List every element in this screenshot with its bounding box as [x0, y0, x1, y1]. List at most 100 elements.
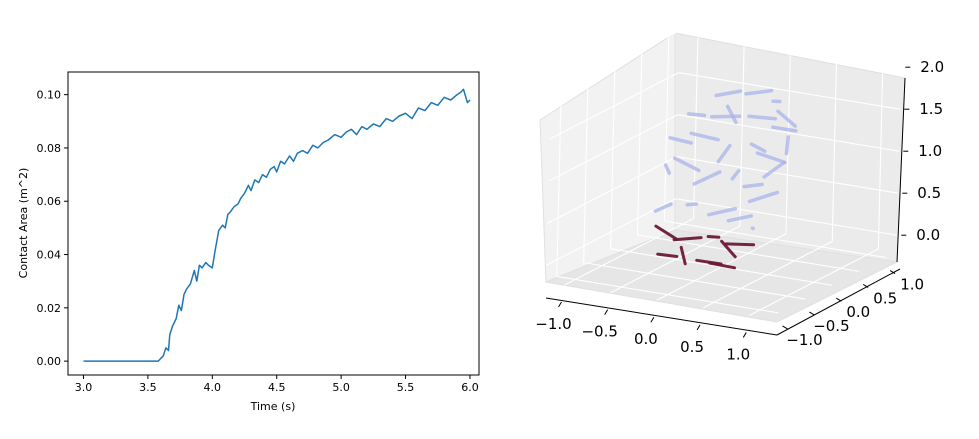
z3d-tick-label: 2.0 — [920, 58, 944, 76]
x-tick-label: 3.5 — [139, 381, 157, 394]
x3d-tick-label: 0.0 — [634, 330, 658, 348]
rod-marker — [706, 235, 721, 239]
x-tick-label: 4.5 — [268, 381, 286, 394]
y-tick-label: 0.02 — [37, 302, 62, 315]
rod-marker — [749, 142, 767, 153]
y3d-tick-mark — [862, 283, 869, 288]
y-axis-label: Contact Area (m^2) — [17, 168, 30, 279]
rod-marker — [714, 89, 743, 98]
x-tick-label: 4.0 — [204, 381, 222, 394]
x-axis-ticks: 3.0 3.5 4.0 4.5 5.0 5.5 6.0 — [75, 375, 479, 394]
rod-marker — [654, 224, 679, 241]
grid-line — [548, 114, 678, 182]
rod-marker — [685, 202, 699, 207]
rod-marker — [668, 136, 694, 145]
contact-area-line — [83, 88, 471, 362]
rod-marker — [747, 190, 780, 204]
x3d-ticks: −1.0 −0.5 0.0 0.5 1.0 — [535, 301, 750, 363]
grid-line — [556, 275, 779, 314]
z3d-tick-label: 1.5 — [919, 100, 943, 118]
grid-line — [583, 262, 806, 300]
z3d-tick-label: 0.5 — [917, 184, 941, 202]
y3d-tick-mark — [836, 297, 842, 302]
rod-marker — [707, 206, 738, 217]
y3d-tick-mark — [809, 311, 815, 316]
y-tick-label: 0.04 — [37, 249, 62, 262]
z-axis-line — [896, 77, 906, 263]
x3d-tick-label: −1.0 — [535, 315, 571, 333]
grid-line — [676, 156, 899, 194]
rod-marker — [653, 202, 673, 213]
x-axis-line — [545, 297, 778, 336]
y-tick-label: 0.08 — [37, 142, 62, 155]
z3d-tick-label: 0.0 — [916, 226, 940, 244]
grid-line — [678, 72, 901, 110]
x3d-tick-mark — [696, 324, 701, 331]
y3d-tick-mark — [782, 325, 788, 330]
grid-line — [679, 30, 902, 68]
rod-marker — [730, 168, 741, 181]
y3d-tick-label: −0.5 — [813, 317, 849, 335]
x3d-tick-label: −0.5 — [581, 323, 617, 341]
rod-marker — [663, 163, 672, 175]
rod-marker — [692, 170, 722, 186]
y3d-tick-label: 0.0 — [846, 303, 870, 321]
x-axis-label: Time (s) — [250, 400, 296, 413]
x-tick-label: 5.5 — [397, 381, 415, 394]
grid-line — [677, 114, 900, 152]
y3d-tick-label: 0.5 — [873, 289, 897, 307]
rod-markers — [653, 88, 798, 270]
rod-marker — [755, 151, 787, 165]
z3d-ticks: 0.0 0.5 1.0 1.5 2.0 — [901, 58, 944, 244]
rod-marker — [771, 125, 798, 133]
y-tick-label: 0.00 — [37, 355, 62, 368]
grid-line — [546, 198, 676, 266]
x3d-tick-mark — [650, 316, 655, 323]
x-tick-label: 6.0 — [461, 381, 479, 394]
x3d-tick-label: 1.0 — [726, 345, 750, 363]
contact-area-plot: 3.0 3.5 4.0 4.5 5.0 5.5 6.0 0.000.020.040.060.… — [17, 71, 480, 413]
rod-marker — [747, 114, 778, 121]
rod-marker — [784, 135, 790, 156]
y3d-tick-label: −1.0 — [786, 331, 822, 349]
x3d-tick-mark — [742, 332, 747, 338]
x-tick-label: 3.0 — [75, 381, 93, 394]
y-tick-label: 0.06 — [37, 195, 62, 208]
z3d-tick-label: 1.0 — [918, 142, 942, 160]
rod-marker — [686, 112, 707, 118]
rod-marker — [708, 261, 737, 270]
x3d-tick-mark — [604, 309, 609, 315]
rod-marker — [656, 252, 679, 258]
rod-marker — [726, 214, 753, 223]
y-axis-line — [776, 268, 901, 336]
rod-marker — [742, 182, 764, 189]
rod-marker — [710, 114, 742, 119]
y3d-ticks: −1.0−0.50.00.51.0 — [782, 270, 924, 349]
rod-marker — [762, 160, 786, 179]
grid-line — [547, 156, 677, 224]
rod-marker — [725, 104, 738, 125]
rod-marker — [672, 156, 701, 173]
rod-marker — [689, 131, 720, 142]
rod-marker — [672, 236, 703, 242]
3d-grid — [546, 16, 902, 316]
plot-area — [67, 71, 480, 376]
rod-marker — [776, 109, 797, 128]
x3d-tick-mark — [558, 301, 562, 308]
x3d-tick-label: 0.5 — [680, 338, 704, 356]
y-tick-label: 0.10 — [37, 89, 62, 102]
y3d-tick-mark — [889, 270, 896, 274]
rod-marker — [716, 143, 732, 164]
3d-rod-plot: −1.0 −0.5 0.0 0.5 1.0 −1.0−0.50.00.51.0 0.00… — [535, 16, 944, 363]
rod-marker — [724, 242, 756, 247]
y-axis-ticks: 0.00 0.02 0.04 0.06 0.08 0.10 — [37, 89, 68, 368]
rod-marker — [720, 239, 737, 259]
rod-marker — [679, 245, 687, 266]
grid-line — [550, 30, 680, 98]
grid-line — [549, 72, 679, 140]
grid-line — [664, 220, 887, 259]
grid-line — [610, 248, 833, 286]
grid-line — [675, 198, 898, 236]
rod-marker — [744, 88, 774, 96]
